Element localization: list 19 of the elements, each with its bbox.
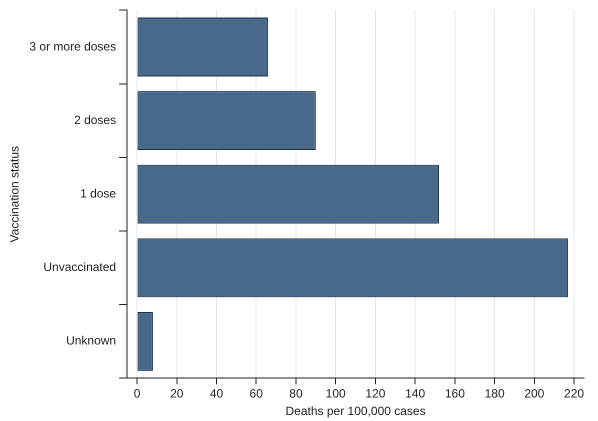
y-tick-label: 2 doses <box>74 112 116 127</box>
y-tick-label: Unknown <box>66 334 116 348</box>
x-tick-label: 80 <box>289 386 303 401</box>
y-tick-label: 3 or more doses <box>29 39 116 54</box>
x-tick-label: 200 <box>524 386 545 401</box>
y-tick-label: Unvaccinated <box>43 260 116 274</box>
x-tick-label: 20 <box>170 386 184 401</box>
x-tick-label: 220 <box>564 386 584 401</box>
x-tick-label: 180 <box>484 386 505 401</box>
y-tick-label: 1 dose <box>80 186 116 201</box>
x-tick-label: 140 <box>405 386 426 401</box>
x-tick-label: 60 <box>250 386 264 401</box>
x-tick-label: 0 <box>134 386 141 401</box>
x-tick-label: 100 <box>326 386 346 401</box>
x-tick-label: 160 <box>444 386 466 401</box>
x-axis-title: Deaths per 100,000 cases <box>286 404 426 418</box>
x-tick-label: 120 <box>365 386 386 401</box>
x-tick-label: 40 <box>210 386 224 401</box>
y-axis-title: Vaccination status <box>8 146 22 242</box>
